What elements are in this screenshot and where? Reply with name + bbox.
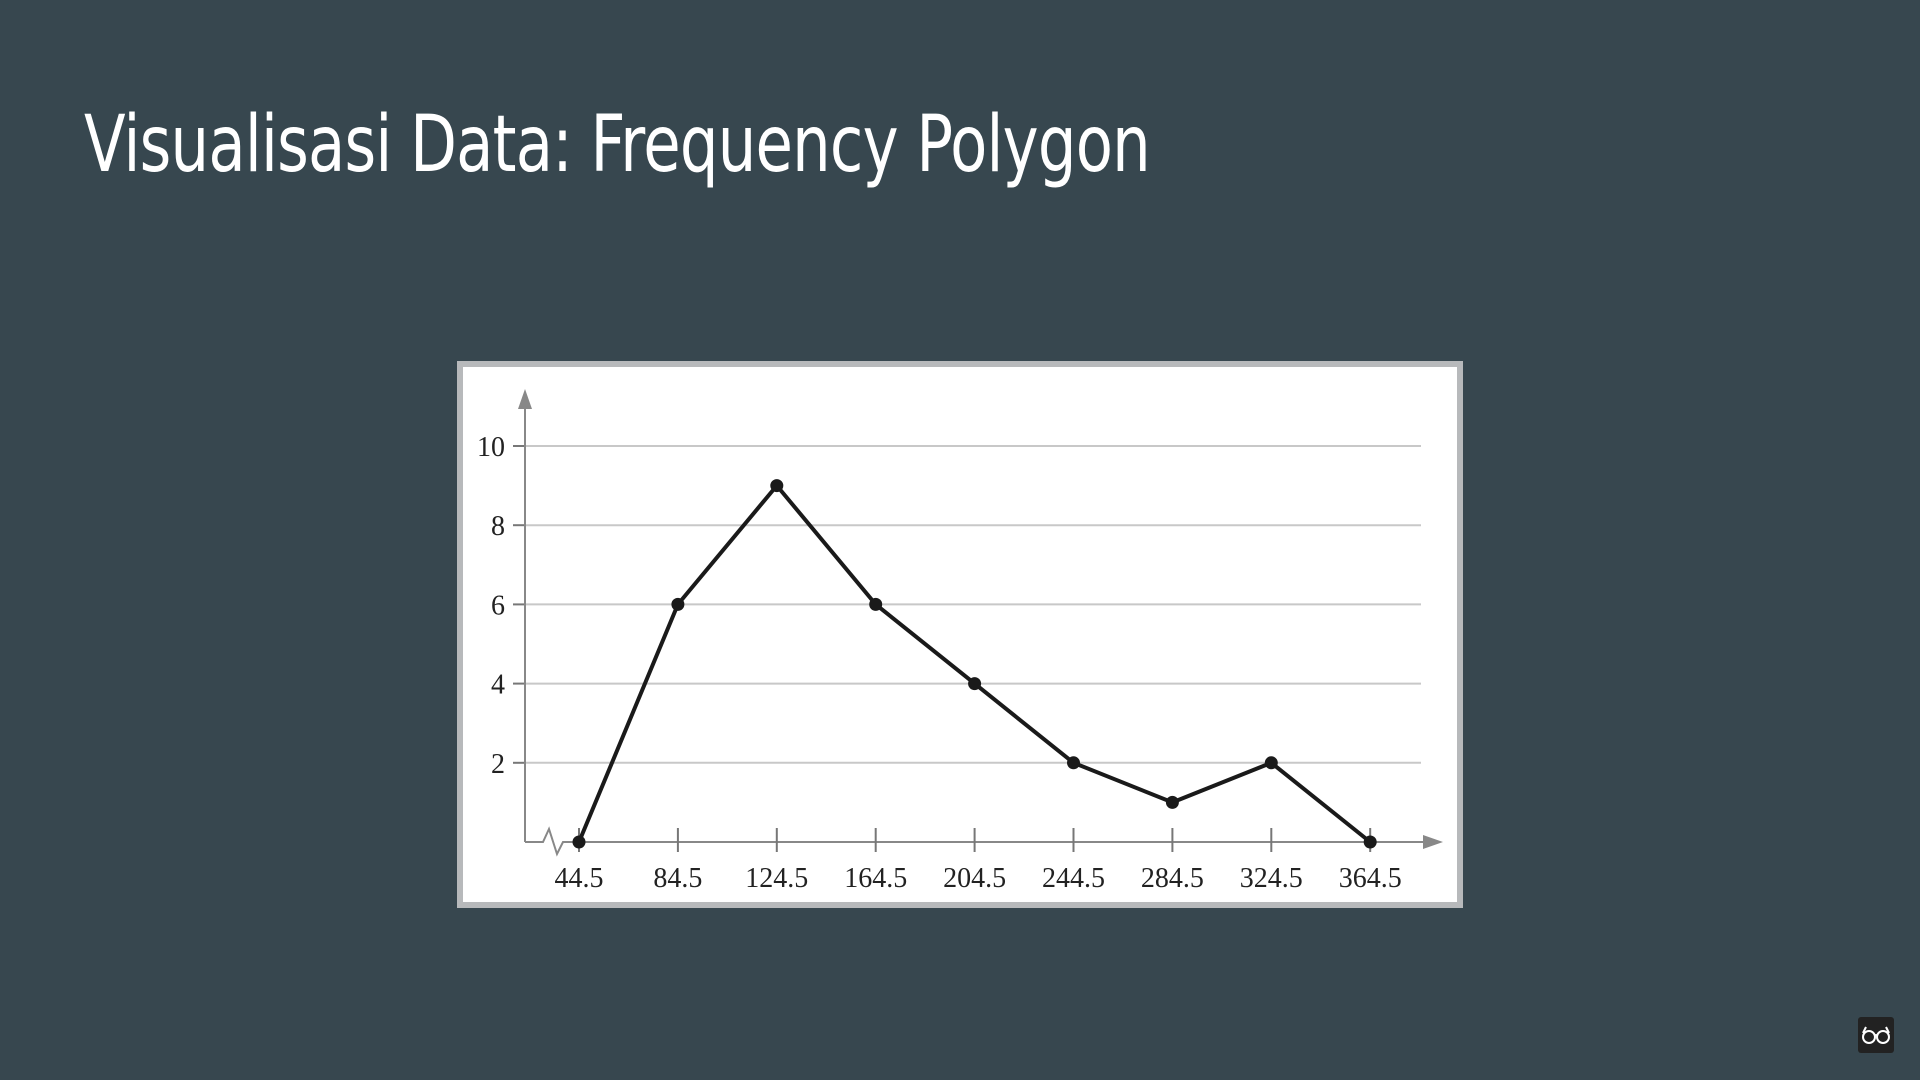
data-point: [1363, 835, 1377, 849]
data-point: [1067, 756, 1080, 770]
chart-frame: 2 4 6 8 10 44.5 84.5 124.5 164.5 204.5 244.5 284.5 3…: [457, 361, 1463, 908]
x-tick-label: 324.5: [1240, 863, 1303, 894]
slide-title: Visualisasi Data: Frequency Polygon: [84, 100, 1151, 190]
x-axis-arrow: [1423, 835, 1443, 849]
glasses-icon[interactable]: [1858, 1017, 1894, 1053]
data-point: [572, 835, 586, 849]
data-point: [1264, 756, 1278, 770]
x-tick-label: 364.5: [1339, 863, 1402, 894]
y-tick-label: 4: [491, 670, 505, 701]
y-tick-label: 10: [477, 432, 505, 463]
x-tick-label: 164.5: [844, 863, 907, 894]
x-tick-label: 204.5: [943, 863, 1006, 894]
data-point: [770, 479, 784, 493]
data-point: [869, 597, 883, 611]
data-point: [671, 597, 685, 611]
x-tick-label: 124.5: [745, 863, 808, 894]
frequency-polygon-chart: 2 4 6 8 10 44.5 84.5 124.5 164.5 204.5 244.5 284.5 3…: [477, 389, 1443, 894]
series-line: [577, 483, 1372, 844]
x-tick-label: 84.5: [653, 863, 702, 894]
y-tick-label: 8: [491, 511, 505, 542]
y-tick-label: 6: [491, 590, 505, 621]
y-axis-arrow: [518, 389, 532, 409]
x-axis: [525, 826, 1429, 857]
x-tick-label: 244.5: [1042, 863, 1105, 894]
y-tick-label: 2: [491, 749, 505, 780]
data-point: [968, 677, 982, 691]
x-tick-label: 44.5: [555, 863, 604, 894]
data-point: [1165, 795, 1179, 809]
x-tick-label: 284.5: [1141, 863, 1204, 894]
